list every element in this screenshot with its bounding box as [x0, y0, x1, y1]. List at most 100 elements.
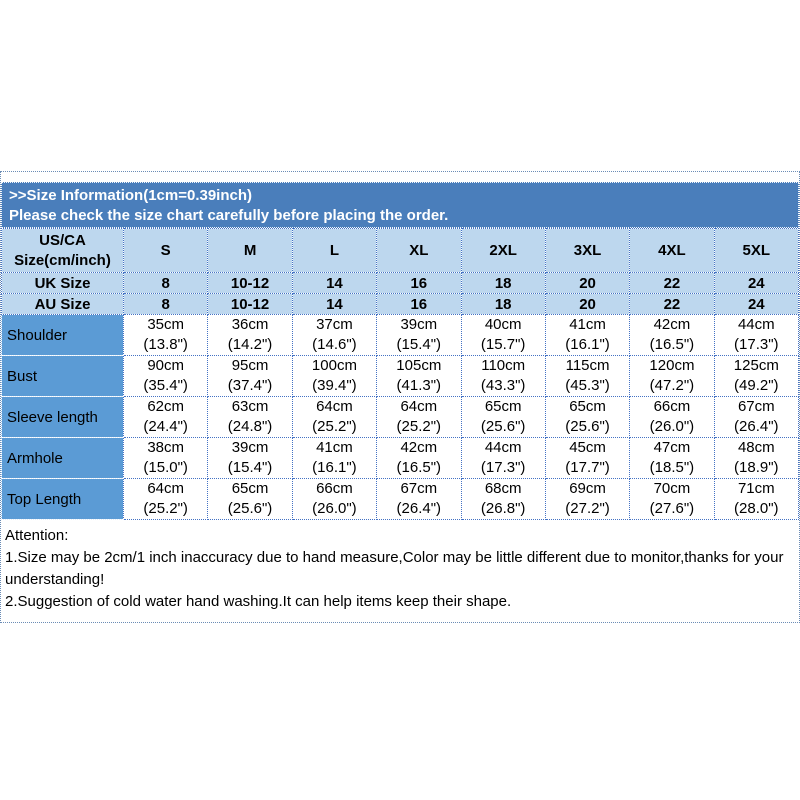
size-column-header: 3XL [544, 228, 631, 273]
measurement-row: Bust 90cm (35.4") 95cm (37.4") 100cm (39.4") 10… [1, 355, 800, 397]
measurement-value-cell: 120cm (47.2") [629, 355, 715, 397]
size-column-header: 5XL [713, 228, 800, 273]
attention-line-1: 1.Size may be 2cm/1 inch inaccuracy due … [5, 549, 784, 588]
measurement-value-cell: 65cm (25.6") [544, 396, 631, 438]
value-cm: 35cm [147, 316, 185, 333]
value-inch: (35.4") [143, 377, 188, 394]
value-cm: 45cm [569, 439, 606, 456]
measurement-row-label: Sleeve length [1, 396, 124, 438]
value-cm: 100cm [311, 357, 357, 374]
measurement-value-cell: 68cm (26.8") [460, 478, 546, 520]
value-inch: (25.6") [227, 500, 273, 517]
measurement-row: Armhole 38cm (15.0") 39cm (15.4") 41cm (16.1")… [1, 437, 800, 479]
value-inch: (28.0") [734, 500, 779, 517]
measurement-value-cell: 42cm (16.5") [376, 437, 462, 479]
value-inch: (16.1") [565, 336, 610, 353]
value-cm: 40cm [484, 316, 522, 333]
measurement-value-cell: 65cm (25.6") [460, 396, 546, 438]
value-inch: (27.2") [565, 500, 610, 517]
size-column-header: 4XL [629, 228, 715, 273]
value-inch: (43.3") [480, 377, 526, 394]
measurement-value-cell: 66cm (26.0") [291, 478, 378, 520]
value-cm: 110cm [481, 357, 526, 374]
conversion-value-cell: 10-12 [207, 272, 293, 294]
conversion-row-label: UK Size [1, 272, 124, 294]
value-inch: (37.4") [227, 377, 273, 394]
value-inch: (26.8") [480, 500, 526, 517]
value-inch: (24.4") [143, 418, 188, 435]
value-cm: 64cm [316, 398, 353, 415]
value-inch: (26.4") [396, 500, 442, 517]
measurement-value-cell: 67cm (26.4") [713, 396, 800, 438]
conversion-value-cell: 22 [629, 293, 715, 315]
value-inch: (49.2") [734, 377, 779, 394]
value-inch: (25.6") [565, 418, 610, 435]
value-inch: (14.6") [312, 336, 357, 353]
measurement-value-cell: 95cm (37.4") [207, 355, 293, 397]
banner-subtitle: Please check the size chart carefully be… [9, 207, 449, 224]
conversion-value-cell: 16 [376, 293, 462, 315]
conversion-value-cell: 8 [122, 293, 209, 315]
conversion-value-cell: 8 [122, 272, 209, 294]
measurement-row: Sleeve length 62cm (24.4") 63cm (24.8") 64cm (… [1, 396, 800, 438]
conversion-value-cell: 10-12 [207, 293, 293, 315]
value-cm: 90cm [147, 357, 185, 374]
conversion-value-cell: 16 [376, 272, 462, 294]
conversion-row: AU Size 8 10-12 14 16 18 20 22 24 [1, 293, 800, 315]
value-inch: (15.7") [480, 336, 526, 353]
value-cm: 38cm [147, 439, 185, 456]
measurement-value-cell: 39cm (15.4") [207, 437, 293, 479]
attention-section: Attention: 1.Size may be 2cm/1 inch inac… [1, 520, 799, 622]
measurement-value-cell: 110cm (43.3") [460, 355, 546, 397]
value-cm: 65cm [231, 480, 269, 497]
value-cm: 120cm [649, 357, 695, 374]
value-cm: 42cm [400, 439, 438, 456]
value-cm: 37cm [316, 316, 353, 333]
measurement-value-cell: 115cm (45.3") [544, 355, 631, 397]
value-inch: (26.4") [734, 418, 779, 435]
measurement-value-cell: 90cm (35.4") [122, 355, 209, 397]
value-cm: 66cm [316, 480, 353, 497]
value-inch: (39.4") [312, 377, 357, 394]
measurement-value-cell: 44cm (17.3") [460, 437, 546, 479]
value-inch: (26.0") [312, 500, 357, 517]
value-inch: (25.2") [143, 500, 188, 517]
value-inch: (16.5") [396, 459, 442, 476]
value-cm: 62cm [147, 398, 185, 415]
measurement-rows: Shoulder 35cm (13.8") 36cm (14.2") 37cm (14.6"… [1, 314, 800, 520]
corner-label-line2: Size(cm/inch) [14, 251, 111, 269]
value-cm: 125cm [733, 357, 779, 374]
value-inch: (25.2") [312, 418, 357, 435]
measurement-value-cell: 36cm (14.2") [207, 314, 293, 356]
value-inch: (26.0") [649, 418, 695, 435]
value-inch: (24.8") [227, 418, 273, 435]
value-cm: 67cm [737, 398, 775, 415]
measurement-value-cell: 41cm (16.1") [291, 437, 378, 479]
measurement-value-cell: 44cm (17.3") [713, 314, 800, 356]
value-cm: 47cm [653, 439, 691, 456]
banner-title: >>Size Information(1cm=0.39inch) [9, 187, 252, 204]
measurement-value-cell: 67cm (26.4") [376, 478, 462, 520]
conversion-value-cell: 24 [713, 293, 800, 315]
value-cm: 105cm [396, 357, 442, 374]
conversion-value-cell: 14 [291, 272, 378, 294]
conversion-value-cell: 22 [629, 272, 715, 294]
measurement-value-cell: 64cm (25.2") [376, 396, 462, 438]
measurement-value-cell: 41cm (16.1") [544, 314, 631, 356]
value-inch: (17.7") [565, 459, 610, 476]
value-inch: (17.3") [734, 336, 779, 353]
measurement-value-cell: 38cm (15.0") [122, 437, 209, 479]
conversion-rows: UK Size 8 10-12 14 16 18 20 22 24 AU Size 8 10-12 14… [1, 272, 800, 315]
conversion-value-cell: 18 [460, 293, 546, 315]
measurement-value-cell: 71cm (28.0") [713, 478, 800, 520]
value-inch: (16.5") [649, 336, 695, 353]
value-inch: (27.6") [649, 500, 695, 517]
corner-label-line1: US/CA [39, 231, 86, 249]
value-cm: 65cm [569, 398, 606, 415]
value-inch: (45.3") [565, 377, 610, 394]
value-cm: 48cm [737, 439, 775, 456]
value-cm: 44cm [737, 316, 775, 333]
measurement-row-label: Bust [1, 355, 124, 397]
measurement-row-label: Shoulder [1, 314, 124, 356]
conversion-value-cell: 14 [291, 293, 378, 315]
